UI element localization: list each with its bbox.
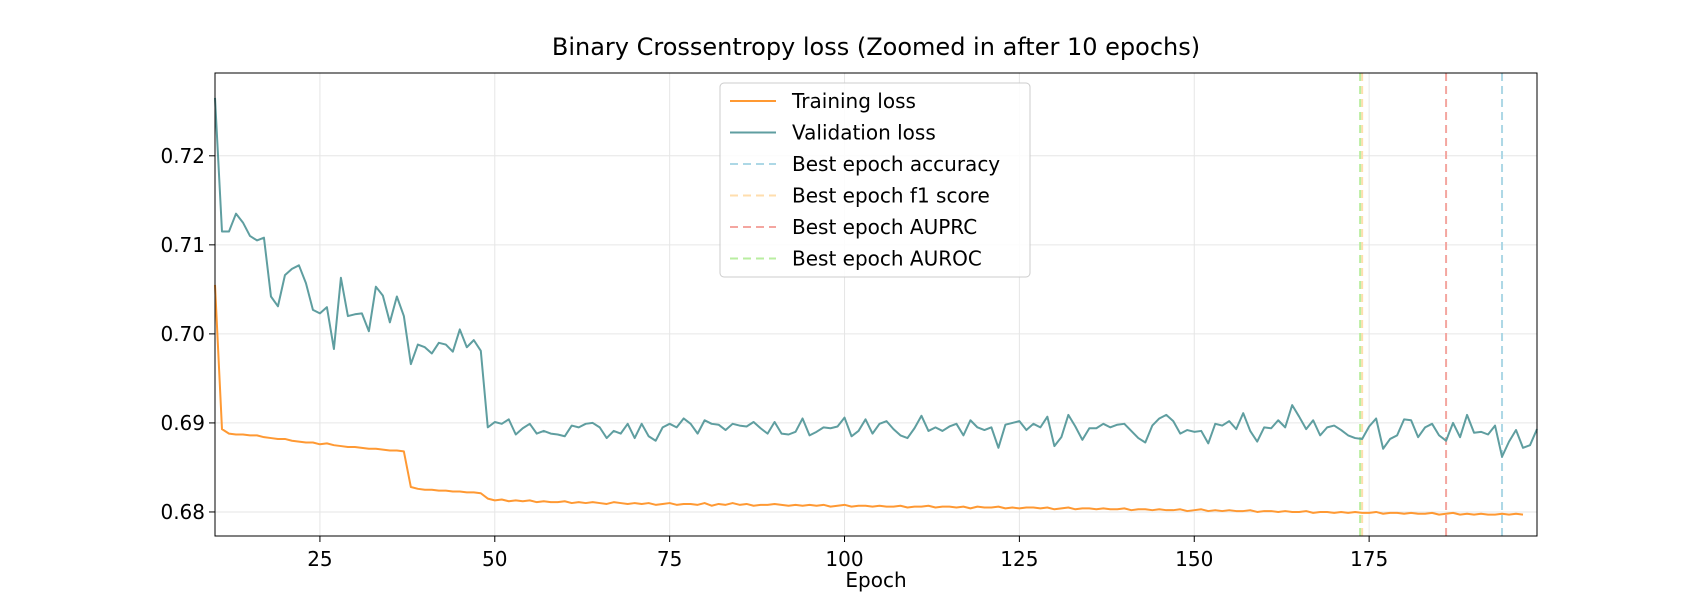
y-tick-label: 0.70 xyxy=(160,322,205,346)
y-tick-label: 0.68 xyxy=(160,500,205,524)
series-lines xyxy=(214,97,1538,516)
legend-label-best-epoch-accuracy: Best epoch accuracy xyxy=(792,152,1000,176)
legend-label-best-epoch-auroc: Best epoch AUROC xyxy=(792,247,982,271)
x-tick-label: 50 xyxy=(482,547,507,571)
y-tick-label: 0.72 xyxy=(160,144,205,168)
y-axis-ticks: 0.68 0.69 0.70 0.71 0.72 xyxy=(160,144,215,524)
x-tick-label: 100 xyxy=(825,547,863,571)
x-tick-label: 150 xyxy=(1175,547,1213,571)
x-axis-label: Epoch xyxy=(845,568,906,592)
chart-title: Binary Crossentropy loss (Zoomed in afte… xyxy=(552,33,1200,61)
x-tick-label: 125 xyxy=(1000,547,1038,571)
grid xyxy=(215,73,1537,536)
legend-label-validation-loss: Validation loss xyxy=(792,121,936,145)
x-tick-label: 75 xyxy=(657,547,682,571)
series-line-training-loss xyxy=(214,284,1524,516)
legend: Training loss Validation loss Best epoch a… xyxy=(719,82,1031,278)
y-tick-label: 0.71 xyxy=(160,233,205,257)
series-line-validation-loss xyxy=(214,97,1538,458)
x-tick-label: 175 xyxy=(1350,547,1388,571)
x-axis-ticks: 25 50 75 100 125 150 175 xyxy=(307,536,1388,571)
legend-label-training-loss: Training loss xyxy=(791,89,916,113)
legend-label-best-epoch-auprc: Best epoch AUPRC xyxy=(792,215,977,239)
y-tick-label: 0.69 xyxy=(160,411,205,435)
plot-frame xyxy=(214,72,1538,537)
legend-label-best-epoch-f1-score: Best epoch f1 score xyxy=(792,184,990,208)
x-tick-label: 25 xyxy=(307,547,332,571)
legend-box xyxy=(719,82,1031,278)
best-epoch-lines xyxy=(1359,73,1504,536)
